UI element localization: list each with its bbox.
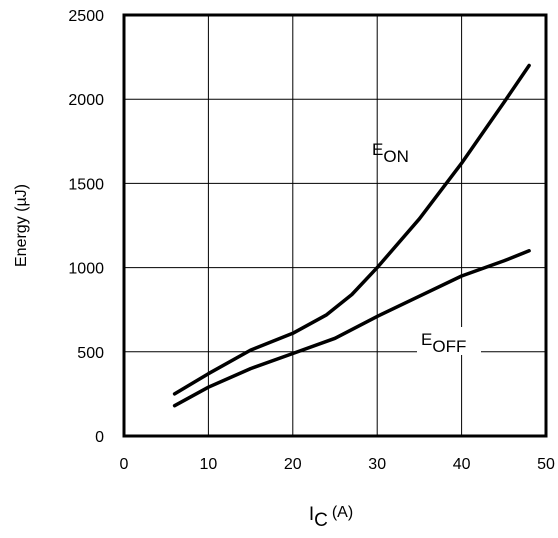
grid [124,15,546,436]
y-tick-labels: 0 500 1000 1500 2000 2500 [68,8,104,446]
x-tick-labels: 0 10 20 30 40 50 [120,456,555,473]
series-label-eoff-bg [417,327,481,355]
x-tick-label: 40 [453,456,471,473]
y-tick-label: 500 [77,345,104,362]
series-lines [172,63,531,408]
series-label-eon: EON [372,140,409,166]
plot-frame [122,13,548,438]
x-axis-title-unit: (A) [332,504,353,521]
series-label-eoff-main: E [421,330,432,349]
y-tick-label: 2500 [68,8,104,25]
y-axis-title: Energy (µJ) [13,184,30,267]
y-tick-label: 1000 [68,261,104,278]
y-tick-label: 2000 [68,92,104,109]
series-label-eon-sub: ON [383,147,409,166]
x-axis-title: IC (A) [309,504,353,531]
y-tick-label: 0 [95,429,104,446]
x-axis-title-main: I [309,504,314,525]
x-tick-label: 0 [120,456,129,473]
series-line-eoff [172,249,531,408]
x-tick-label: 10 [200,456,218,473]
series-label-eoff: EOFF [421,330,466,356]
x-tick-label: 20 [284,456,302,473]
series-label-eoff-sub: OFF [432,337,466,356]
x-tick-label: 30 [368,456,386,473]
series-line-eon [172,63,531,396]
series-label-eon-main: E [372,140,383,159]
x-axis-title-sub: C [314,510,328,531]
y-tick-label: 1500 [68,176,104,193]
x-tick-label: 50 [537,456,555,473]
